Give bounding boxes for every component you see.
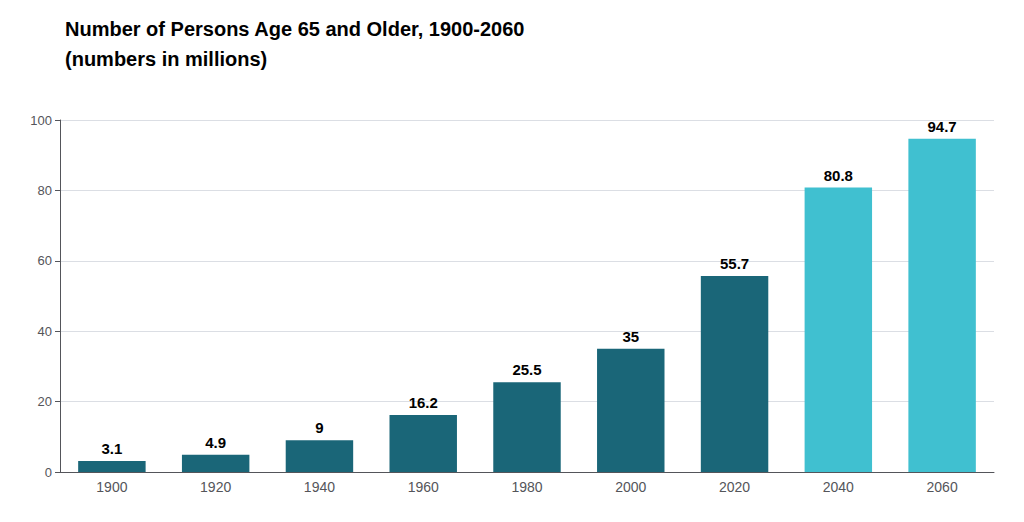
svg-text:(numbers in millions): (numbers in millions) (65, 48, 267, 70)
svg-text:60: 60 (38, 253, 52, 268)
svg-text:25.5: 25.5 (512, 361, 541, 378)
svg-text:80: 80 (38, 183, 52, 198)
svg-text:94.7: 94.7 (928, 118, 957, 135)
svg-text:20: 20 (38, 394, 52, 409)
svg-text:Number of Persons Age 65 and O: Number of Persons Age 65 and Older, 1900… (65, 18, 524, 40)
svg-text:1980: 1980 (511, 479, 542, 495)
svg-text:4.9: 4.9 (205, 434, 226, 451)
svg-text:2000: 2000 (615, 479, 646, 495)
svg-text:1920: 1920 (200, 479, 231, 495)
svg-text:1940: 1940 (304, 479, 335, 495)
svg-text:0: 0 (45, 465, 52, 480)
svg-text:55.7: 55.7 (720, 255, 749, 272)
svg-text:2020: 2020 (719, 479, 750, 495)
svg-text:9: 9 (315, 419, 323, 436)
svg-text:16.2: 16.2 (409, 394, 438, 411)
svg-text:80.8: 80.8 (824, 167, 853, 184)
svg-text:2040: 2040 (823, 479, 854, 495)
svg-text:1960: 1960 (408, 479, 439, 495)
svg-text:1900: 1900 (96, 479, 127, 495)
svg-text:40: 40 (38, 324, 52, 339)
svg-text:35: 35 (622, 328, 639, 345)
svg-text:3.1: 3.1 (101, 440, 122, 457)
svg-text:2060: 2060 (927, 479, 958, 495)
svg-text:100: 100 (30, 113, 52, 128)
